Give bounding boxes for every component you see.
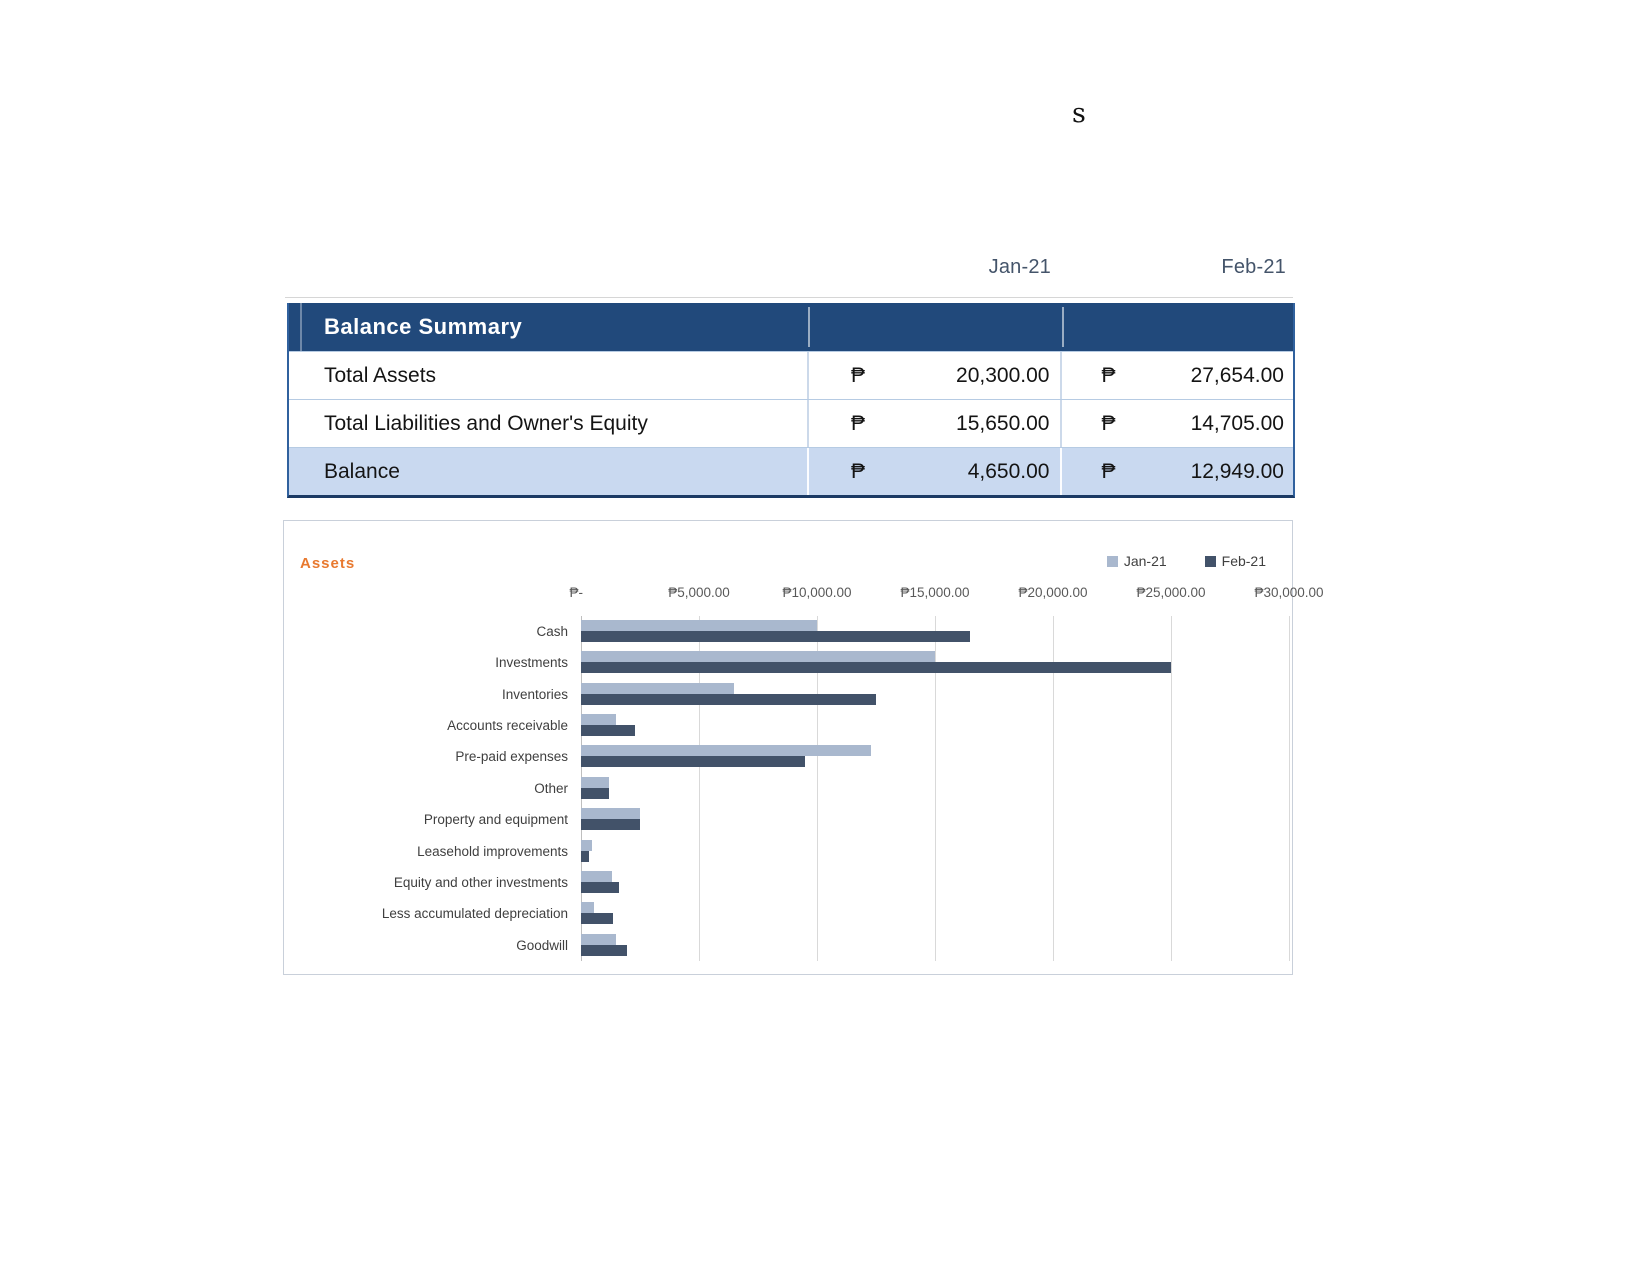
jan-21-bar[interactable] (581, 682, 734, 694)
cell-value: 14,705.00 (1190, 411, 1284, 435)
cell-value: 27,654.00 (1190, 363, 1284, 387)
stray-character: s (1072, 98, 1086, 129)
feb-21-bar[interactable] (581, 662, 1171, 674)
currency-symbol: ₱ (1101, 459, 1116, 483)
balance-jan-cell[interactable]: ₱ 4,650.00 (806, 448, 1060, 495)
category-label: Accounts receivable (447, 718, 568, 734)
jan-21-bar[interactable] (581, 714, 616, 726)
period-header-jan: Jan-21 (988, 256, 1051, 278)
x-axis-tick-label: ₱- (569, 585, 584, 600)
feb-21-bar[interactable] (581, 819, 640, 831)
feb-21-bar[interactable] (581, 693, 876, 705)
jan-21-bar[interactable] (581, 902, 594, 914)
table-row-balance[interactable]: Balance ₱ 4,650.00 ₱ 12,949.00 (289, 447, 1293, 495)
currency-symbol: ₱ (850, 459, 865, 483)
category-label: Cash (536, 624, 568, 639)
feb-21-bar[interactable] (581, 787, 609, 799)
cell-value: 12,949.00 (1190, 459, 1284, 483)
jan-21-bar[interactable] (581, 870, 612, 882)
jan-21-bar[interactable] (581, 745, 871, 757)
total-assets-jan-cell[interactable]: ₱ 20,300.00 (806, 352, 1060, 399)
jan-21-bar[interactable] (581, 651, 935, 663)
currency-symbol: ₱ (1101, 411, 1116, 435)
feb-legend-swatch-icon (1204, 555, 1216, 567)
jan-21-bar[interactable] (581, 839, 592, 851)
header-divider (300, 303, 302, 351)
table-title: Balance Summary (324, 314, 523, 339)
feb-21-bar[interactable] (581, 944, 627, 956)
x-axis-tick-label: ₱10,000.00 (782, 585, 852, 600)
x-axis-tick-label: ₱25,000.00 (1136, 585, 1206, 600)
category-label: Inventories (501, 686, 568, 702)
balance-feb-cell[interactable]: ₱ 12,949.00 (1060, 448, 1293, 495)
balance-summary-table: Balance Summary Total Assets ₱ 20,300.00… (287, 303, 1295, 498)
header-column-divider (1062, 307, 1064, 347)
cell-value: 20,300.00 (956, 363, 1050, 387)
category-label: Equity and other investments (393, 874, 568, 890)
period-header-feb: Feb-21 (1221, 256, 1286, 278)
jan-21-bar[interactable] (581, 933, 616, 945)
chart-legend: Jan-21 Feb-21 (1106, 553, 1266, 569)
gridline (817, 616, 818, 961)
currency-symbol: ₱ (1101, 363, 1116, 387)
header-divider-line (285, 297, 1293, 298)
jan-21-bar[interactable] (581, 620, 817, 631)
category-label: Less accumulated depreciation (381, 906, 568, 922)
table-row-total-assets[interactable]: Total Assets ₱ 20,300.00 ₱ 27,654.00 (289, 351, 1293, 399)
feb-21-bar[interactable] (581, 631, 970, 642)
chart-title: Assets (300, 555, 356, 572)
table-row-total-liabilities[interactable]: Total Liabilities and Owner's Equity ₱ 1… (289, 399, 1293, 447)
feb-21-bar[interactable] (581, 850, 589, 862)
legend-item-jan[interactable]: Jan-21 (1106, 553, 1167, 569)
category-label: Pre-paid expenses (455, 749, 568, 765)
x-axis-tick-label: ₱20,000.00 (1018, 585, 1088, 600)
category-label: Other (534, 780, 568, 796)
feb-21-bar[interactable] (581, 913, 613, 925)
liabilities-feb-cell[interactable]: ₱ 14,705.00 (1060, 400, 1293, 447)
jan-21-bar[interactable] (581, 776, 609, 788)
cell-value: 4,650.00 (967, 459, 1050, 483)
category-label: Goodwill (516, 937, 568, 953)
jan-legend-swatch-icon (1106, 555, 1118, 567)
feb-21-bar[interactable] (581, 756, 805, 768)
category-label: Leasehold improvements (417, 843, 568, 859)
row-label: Total Liabilities and Owner's Equity (324, 411, 648, 435)
legend-label: Jan-21 (1123, 553, 1167, 569)
category-label: Property and equipment (423, 812, 568, 828)
gridline (935, 616, 936, 961)
legend-label: Feb-21 (1221, 553, 1266, 569)
cell-value: 15,650.00 (956, 411, 1050, 435)
legend-item-feb[interactable]: Feb-21 (1204, 553, 1266, 569)
x-axis-tick-label: ₱15,000.00 (900, 585, 970, 600)
liabilities-jan-cell[interactable]: ₱ 15,650.00 (806, 400, 1060, 447)
gridline (1053, 616, 1054, 961)
row-label: Total Assets (324, 363, 437, 387)
total-assets-feb-cell[interactable]: ₱ 27,654.00 (1060, 352, 1293, 399)
balance-summary-header-row[interactable]: Balance Summary (289, 303, 1293, 351)
category-label: Investments (495, 655, 568, 671)
jan-21-bar[interactable] (581, 808, 640, 820)
currency-symbol: ₱ (850, 363, 865, 387)
feb-21-bar[interactable] (581, 725, 635, 737)
row-label: Balance (324, 459, 400, 483)
x-axis-tick-label: ₱5,000.00 (668, 585, 730, 600)
currency-symbol: ₱ (850, 411, 865, 435)
assets-bar-chart[interactable]: Assets Jan-21 Feb-21 ₱- ₱5,000.00 ₱10,000.… (283, 520, 1324, 975)
gridline (1289, 616, 1290, 961)
gridline (1171, 616, 1172, 961)
gridline (699, 616, 700, 961)
header-column-divider (808, 307, 810, 347)
feb-21-bar[interactable] (581, 881, 619, 893)
x-axis-tick-label: ₱30,000.00 (1254, 585, 1324, 600)
